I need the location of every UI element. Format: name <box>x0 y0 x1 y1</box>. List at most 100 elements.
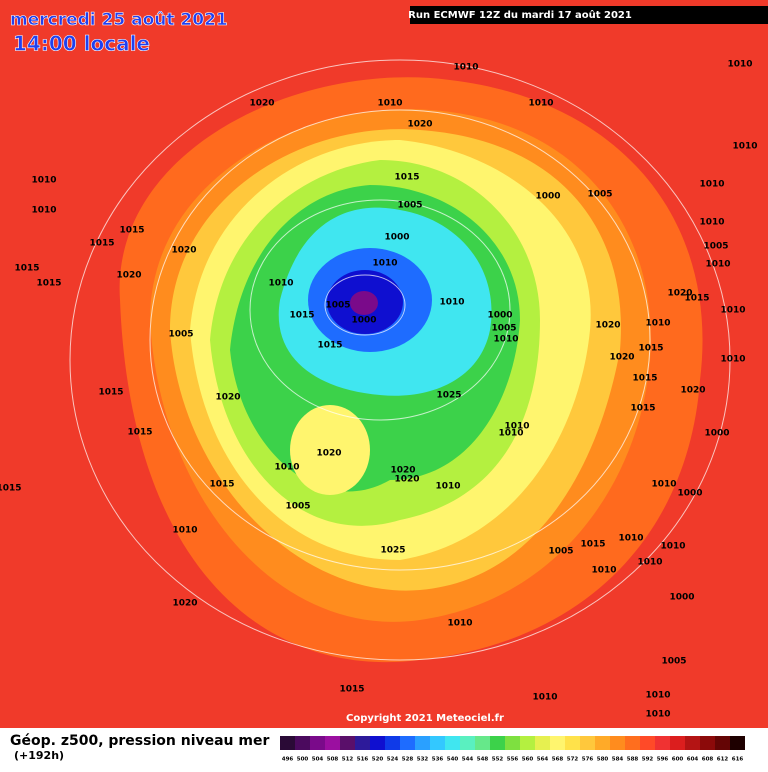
scale-swatch <box>595 736 610 750</box>
scale-label: 500 <box>297 757 309 763</box>
isobar-label: 1005 <box>325 301 350 311</box>
isobar-label: 1010 <box>439 298 464 308</box>
scale-swatch <box>520 736 535 750</box>
isobar-label: 1005 <box>168 330 193 340</box>
scale-label: 548 <box>477 757 489 763</box>
scale-label: 536 <box>432 757 444 763</box>
scale-label: 564 <box>537 757 549 763</box>
isobar-label: 1010 <box>699 218 724 228</box>
scale-swatch <box>550 736 565 750</box>
ridge-blob <box>290 405 370 495</box>
scale-label: 584 <box>612 757 624 763</box>
isobar-label: 1010 <box>532 693 557 703</box>
footer-lead: (+192h) <box>14 749 64 762</box>
isobar-label: 1010 <box>699 180 724 190</box>
isobar-label: 1010 <box>528 99 553 109</box>
scale-swatch <box>400 736 415 750</box>
isobar-label: 1020 <box>116 271 141 281</box>
scale-label: 560 <box>522 757 534 763</box>
scale-swatch <box>325 736 340 750</box>
isobar-label: 1020 <box>680 386 705 396</box>
isobar-label: 1015 <box>684 294 709 304</box>
isobar-label: 1015 <box>289 311 314 321</box>
isobar-label: 1010 <box>645 691 670 701</box>
isobar-labels: 1010 1010 1020 1010 1010 1020 1010 1010 1015 1010… <box>0 60 758 720</box>
isobar-label: 1010 <box>660 542 685 552</box>
scale-swatch <box>295 736 310 750</box>
scale-label: 516 <box>357 757 369 763</box>
field-504 <box>350 291 378 315</box>
scale-label: 508 <box>327 757 339 763</box>
scale-swatch <box>670 736 685 750</box>
isobar-label: 1020 <box>172 599 197 609</box>
isobar-label: 1005 <box>397 201 422 211</box>
isobar-label: 1015 <box>209 480 234 490</box>
isobar-label: 1010 <box>637 558 662 568</box>
isobar-label: 1010 <box>504 422 529 432</box>
isobar-label: 1010 <box>645 710 670 720</box>
run-label: Run ECMWF 12Z du mardi 17 août 2021 <box>408 9 632 21</box>
isobar-label: 1005 <box>285 502 310 512</box>
scale-swatch <box>685 736 700 750</box>
scale-label: 504 <box>312 757 324 763</box>
scale-label: 532 <box>417 757 429 763</box>
isobar-label: 1020 <box>171 246 196 256</box>
scale-swatch <box>475 736 490 750</box>
scale-swatch <box>640 736 655 750</box>
scale-label: 576 <box>582 757 594 763</box>
isobar-label: 1015 <box>339 685 364 695</box>
isobar-label: 1010 <box>372 259 397 269</box>
scale-label: 540 <box>447 757 459 763</box>
isobar-label: 1010 <box>645 319 670 329</box>
isobar-label: 1010 <box>453 63 478 73</box>
isobar-label: 1010 <box>31 206 56 216</box>
scale-label: 616 <box>732 757 744 763</box>
isobar-label: 1015 <box>630 404 655 414</box>
time: 14:00 locale <box>13 32 150 56</box>
isobar-label: 1015 <box>127 428 152 438</box>
isobar-label: 1020 <box>215 393 240 403</box>
run-box <box>410 6 768 24</box>
isobar-label: 1005 <box>587 190 612 200</box>
isobar-label: 1000 <box>487 311 512 321</box>
isobar-label: 1010 <box>591 566 616 576</box>
scale-swatch <box>280 736 295 750</box>
isobar-label: 1015 <box>580 540 605 550</box>
isobar-label: 1010 <box>720 306 745 316</box>
isobar-label: 1005 <box>548 547 573 557</box>
scale-label: 552 <box>492 757 504 763</box>
scale-swatch <box>730 736 745 750</box>
isobar-label: 1015 <box>638 344 663 354</box>
isobar-label: 1020 <box>667 289 692 299</box>
scale-swatch <box>340 736 355 750</box>
isobar-label: 1010 <box>447 619 472 629</box>
isobar-label: 1020 <box>249 99 274 109</box>
isobar-label: 1010 <box>651 480 676 490</box>
scale-swatch <box>385 736 400 750</box>
scale-swatch <box>445 736 460 750</box>
isobar-label: 1020 <box>394 475 419 485</box>
scale-swatch <box>655 736 670 750</box>
isobar-label: 1015 <box>632 374 657 384</box>
isobar-label: 1000 <box>704 429 729 439</box>
isobar-label: 1010 <box>498 429 523 439</box>
scale-swatch <box>355 736 370 750</box>
scale-label: 568 <box>552 757 564 763</box>
scale-swatch <box>565 736 580 750</box>
isobar-label: 1020 <box>316 449 341 459</box>
scale-label: 556 <box>507 757 519 763</box>
scale-swatch <box>460 736 475 750</box>
isobar-label: 1015 <box>394 173 419 183</box>
isobar-label: 1010 <box>31 176 56 186</box>
isobar-label: 1000 <box>677 489 702 499</box>
scale-swatch <box>370 736 385 750</box>
scale-swatch <box>580 736 595 750</box>
isobar-label: 1015 <box>89 239 114 249</box>
isobar-label: 1000 <box>351 316 376 326</box>
scale-label: 592 <box>642 757 654 763</box>
scale-swatch <box>490 736 505 750</box>
isobar-label: 1010 <box>377 99 402 109</box>
isobar-label: 1020 <box>609 353 634 363</box>
color-scale: 496 500 504 508 512 516 520 524 528 532 536 540 544 5… <box>280 736 745 763</box>
scale-label: 580 <box>597 757 609 763</box>
